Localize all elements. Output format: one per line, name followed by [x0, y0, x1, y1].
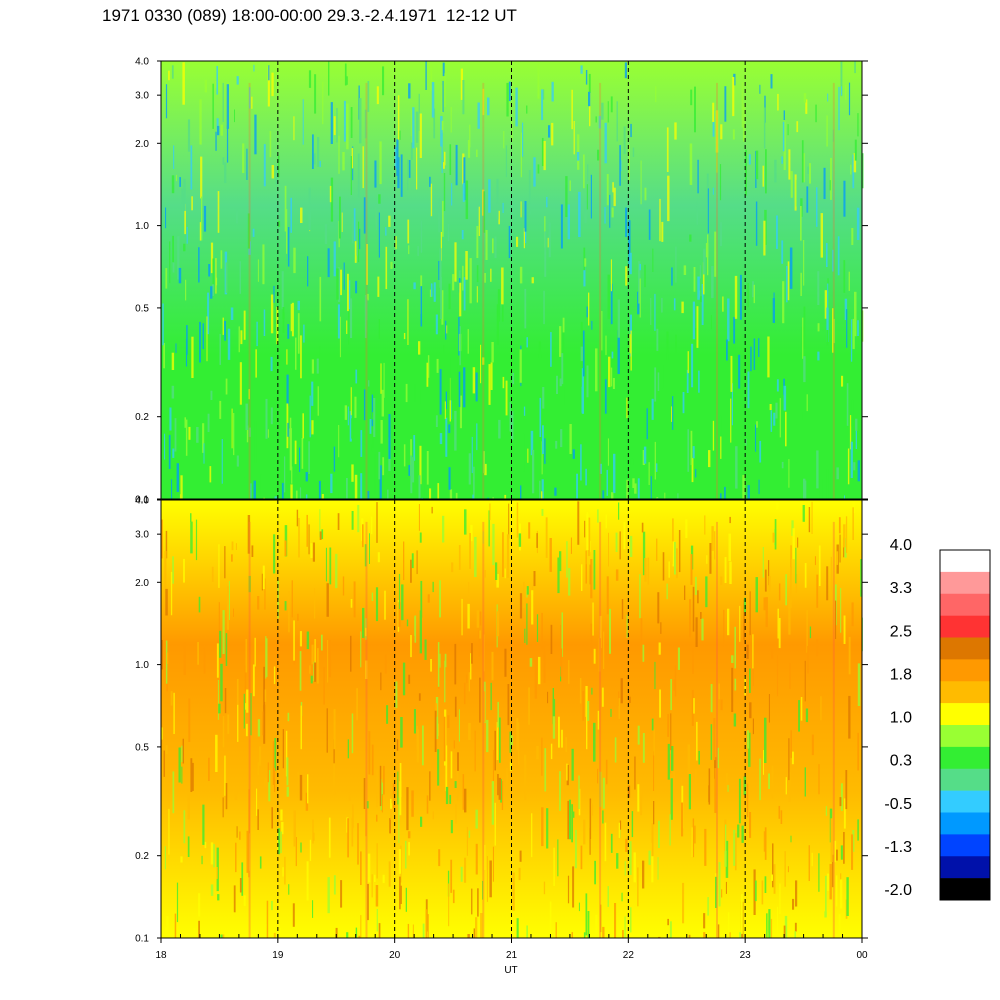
colorbar-label: -2.0 — [884, 882, 912, 899]
y-tick-label: 0.5 — [135, 303, 149, 314]
x-tick-label: 19 — [272, 950, 284, 961]
colorbar-frame — [939, 549, 991, 901]
x-axis-label: UT — [504, 965, 517, 976]
colorbar: 4.0 3.3 2.5 1.8 1.0 0.3 -0.5 -1.3 -2.0 — [884, 537, 991, 901]
colorbar-swatch — [940, 593, 990, 616]
y-tick-label: 0.2 — [135, 851, 149, 862]
y-tick-label: 0.2 — [135, 412, 149, 423]
colorbar-swatch — [940, 746, 990, 770]
colorbar-label: 4.0 — [890, 537, 912, 554]
colorbar-swatch — [940, 790, 990, 813]
y-tick-label: 0.1 — [135, 934, 149, 945]
x-tick-label: 20 — [389, 950, 401, 961]
colorbar-swatch — [940, 637, 990, 660]
y-tick-label: 4.0 — [135, 496, 149, 507]
colorbar-swatch — [940, 703, 990, 726]
colorbar-label: 1.8 — [890, 666, 912, 683]
colorbar-swatch — [940, 659, 990, 682]
x-tick-label: 22 — [623, 950, 635, 961]
chart-title: 1971 0330 (089) 18:00-00:00 29.3.-2.4.19… — [102, 6, 517, 25]
y-tick-label: 1.0 — [135, 221, 149, 232]
colorbar-swatch — [940, 681, 990, 704]
colorbar-swatch — [940, 812, 990, 835]
y-tick-label: 3.0 — [135, 530, 149, 541]
colorbar-swatch — [940, 550, 990, 573]
panel-lower — [160, 499, 863, 939]
colorbar-label: 2.5 — [890, 623, 912, 640]
colorbar-label: -0.5 — [884, 796, 912, 813]
colorbar-swatch — [940, 725, 990, 748]
x-tick-label: 23 — [740, 950, 752, 961]
y-tick-label: 4.0 — [135, 57, 149, 68]
y-tick-label: 0.5 — [135, 742, 149, 753]
x-tick-label: 00 — [856, 950, 868, 961]
colorbar-label: 1.0 — [890, 710, 912, 727]
x-tick-label: 21 — [506, 950, 518, 961]
axes: 0.10.20.51.02.03.04.00.10.20.51.02.03.04… — [135, 57, 868, 976]
colorbar-swatch — [940, 834, 990, 857]
colorbar-swatch — [940, 615, 990, 638]
texture — [161, 500, 863, 938]
colorbar-label: -1.3 — [884, 839, 912, 856]
y-tick-label: 2.0 — [135, 578, 149, 589]
panel-upper — [160, 60, 864, 500]
x-tick-label: 18 — [155, 950, 167, 961]
colorbar-swatch — [940, 768, 990, 791]
y-tick-label: 0.1 — [135, 495, 149, 506]
colorbar-swatch — [940, 878, 990, 901]
y-tick-label: 3.0 — [135, 91, 149, 102]
colorbar-swatch — [940, 856, 990, 879]
y-tick-label: 2.0 — [135, 139, 149, 150]
y-tick-label: 1.0 — [135, 660, 149, 671]
plot-panels — [160, 60, 864, 939]
colorbar-swatch — [940, 571, 990, 595]
colorbar-label: 3.3 — [890, 580, 912, 597]
texture — [162, 61, 864, 500]
colorbar-label: 0.3 — [890, 753, 912, 770]
